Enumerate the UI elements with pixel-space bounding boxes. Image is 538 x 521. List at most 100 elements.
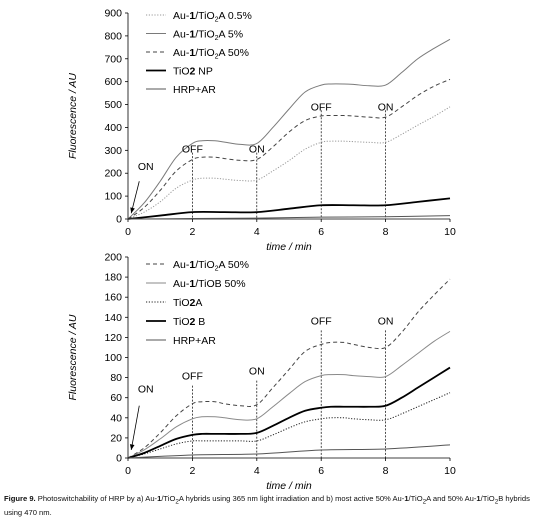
y-tick-label: 180 — [104, 272, 122, 284]
x-axis-label: time / min — [266, 480, 312, 490]
y-tick-label: 40 — [110, 412, 122, 424]
legend-bold: 2 — [190, 65, 196, 77]
annotation-on: ON — [378, 101, 394, 113]
y-tick-label: 0 — [116, 453, 122, 465]
legend-label-4: TiO2 B — [173, 316, 205, 328]
caption-bold-3: 1 — [476, 494, 481, 503]
caption-text-3: A hybrids using 365 nm light irradiation… — [178, 494, 405, 503]
y-tick-label: 200 — [104, 252, 122, 264]
series-line-4 — [127, 197, 451, 220]
legend-subscript: 2 — [215, 35, 219, 42]
x-tick-label: 2 — [189, 465, 195, 477]
annotation-on: ON — [249, 366, 265, 378]
legend-text: A 50% — [219, 47, 249, 59]
on-arrow-shaft — [130, 405, 140, 451]
legend-text: NP — [195, 65, 213, 77]
caption-bold-1: 1 — [157, 494, 162, 503]
caption-sub-2: 2 — [422, 498, 427, 506]
annotation-off: OFF — [182, 144, 203, 156]
legend-text: Au- — [173, 10, 190, 22]
legend-text: /TiO — [195, 259, 214, 271]
y-axis-label: Fluorescence / AU — [67, 73, 79, 159]
legend-text: A — [195, 297, 202, 309]
caption-text-2: /TiO — [161, 494, 176, 503]
legend-label-1: Au-1/TiO2A 0.5% — [173, 10, 252, 24]
y-tick-label: 500 — [104, 99, 122, 111]
legend-text: A 0.5% — [219, 10, 252, 22]
legend-text: /TiO — [195, 10, 214, 22]
series-line-3 — [127, 392, 451, 459]
x-tick-label: 10 — [444, 226, 456, 238]
caption-text-5: A and 50% Au- — [426, 494, 477, 503]
series-line-4 — [127, 366, 451, 459]
legend-label-2: Au-1/TiO2A 5% — [173, 28, 243, 42]
y-tick-label: 120 — [104, 332, 122, 344]
annotation-on: ON — [249, 144, 265, 156]
x-tick-label: 6 — [318, 226, 324, 238]
on-arrow-head — [129, 444, 135, 450]
annotation-on: ON — [138, 384, 154, 396]
series-line-5 — [127, 444, 451, 459]
caption-bold-2: 1 — [404, 494, 409, 503]
legend-bold: 1 — [189, 10, 195, 22]
series-line-2 — [127, 38, 451, 220]
annotation-off: OFF — [182, 371, 203, 383]
legend-label-5: HRP+AR — [173, 335, 216, 347]
legend-label-3: TiO2A — [173, 297, 202, 309]
legend-label-4: TiO2 NP — [173, 65, 213, 77]
caption-sub-1: 2 — [175, 498, 179, 506]
caption-sub-3: 2 — [494, 498, 499, 506]
caption-text-6: /TiO — [480, 494, 495, 503]
y-tick-label: 900 — [104, 8, 122, 20]
legend-text: HRP+AR — [173, 84, 216, 96]
y-tick-label: 300 — [104, 145, 122, 157]
y-tick-label: 600 — [104, 76, 122, 88]
caption-text-1: Photoswitchability of HRP by a) Au- — [35, 494, 158, 503]
legend-text: /TiO — [195, 47, 214, 59]
y-axis-label: Fluorescence / AU — [67, 314, 79, 400]
x-tick-label: 8 — [383, 226, 389, 238]
x-tick-label: 8 — [383, 465, 389, 477]
legend-text: TiO — [173, 65, 190, 77]
on-arrow-head — [130, 207, 135, 214]
caption-text-4: /TiO — [408, 494, 423, 503]
y-tick-label: 700 — [104, 53, 122, 65]
annotation-off: OFF — [311, 101, 332, 113]
x-tick-label: 4 — [254, 226, 260, 238]
legend-text: Au- — [173, 28, 190, 40]
y-tick-label: 80 — [110, 372, 122, 384]
figure-caption: Figure 9. Photoswitchability of HRP by a… — [4, 494, 534, 518]
legend-text: A 5% — [219, 28, 244, 40]
legend-label-1: Au-1/TiO2A 50% — [173, 259, 249, 273]
legend-subscript: 2 — [215, 16, 219, 23]
legend-text: TiO — [173, 316, 190, 328]
series-line-1 — [127, 278, 451, 459]
x-tick-label: 4 — [254, 465, 260, 477]
y-tick-label: 100 — [104, 352, 122, 364]
legend-text: Au- — [173, 278, 190, 290]
series-line-1 — [127, 106, 451, 220]
x-tick-label: 0 — [125, 465, 131, 477]
legend-label-2: Au-1/TiOB 50% — [173, 278, 246, 290]
legend-subscript: 2 — [215, 53, 219, 60]
annotation-off: OFF — [311, 315, 332, 327]
y-tick-label: 140 — [104, 312, 122, 324]
legend-bold: 2 — [190, 297, 196, 309]
x-tick-label: 2 — [189, 226, 195, 238]
annotation-on: ON — [378, 315, 394, 327]
x-tick-label: 6 — [318, 465, 324, 477]
series-line-3 — [127, 78, 451, 220]
legend-bold: 1 — [189, 28, 195, 40]
legend-text: /TiO — [195, 278, 214, 290]
y-tick-label: 160 — [104, 292, 122, 304]
y-tick-label: 800 — [104, 30, 122, 42]
y-tick-label: 400 — [104, 122, 122, 134]
y-tick-label: 200 — [104, 168, 122, 180]
y-tick-label: 0 — [116, 214, 122, 226]
legend-bold: 1 — [189, 47, 195, 59]
legend-text: A 50% — [219, 259, 249, 271]
y-tick-label: 20 — [110, 432, 122, 444]
caption-label: Figure 9. — [4, 494, 36, 503]
x-tick-label: 0 — [125, 226, 131, 238]
panel-a-chart: 0 100 200 300 400 500 600 700 800 900 0 2 4 6 8 10 Fluor… — [67, 8, 456, 254]
